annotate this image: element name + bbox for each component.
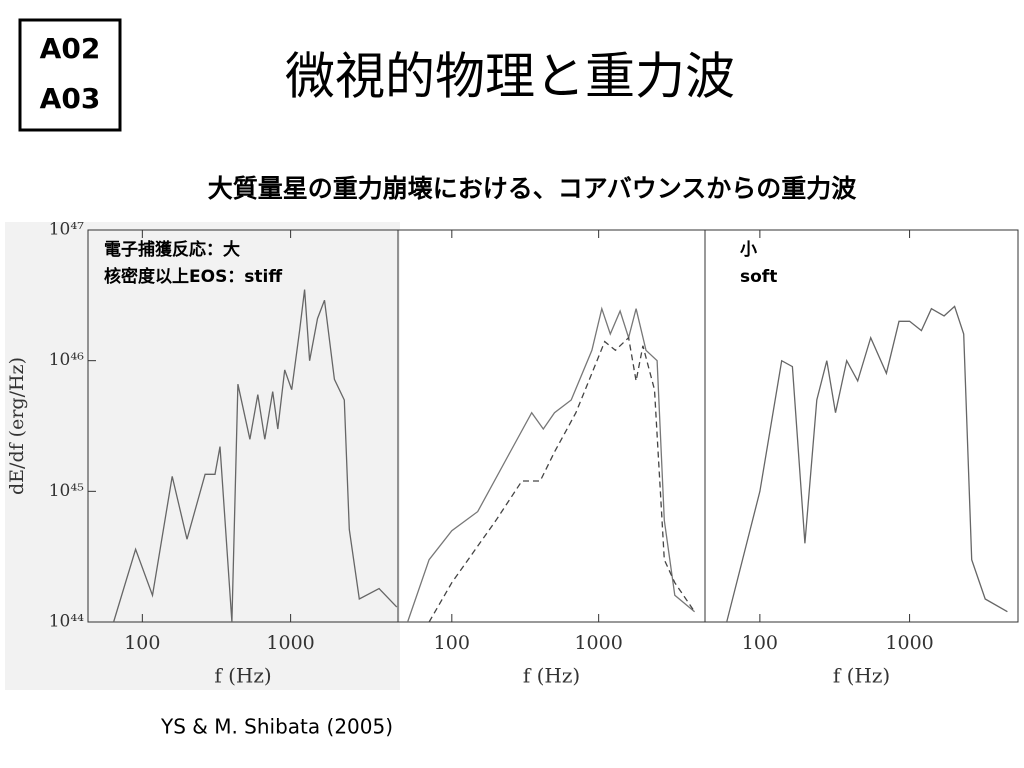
slide-title: 微視的物理と重力波 <box>285 48 735 106</box>
x-axis-label: f (Hz) <box>833 664 890 688</box>
x-tick-label: 1000 <box>574 632 622 654</box>
badge-line: A02 <box>40 32 101 65</box>
annotation: soft <box>740 267 777 287</box>
y-tick-label: 10⁴⁴ <box>49 612 84 632</box>
slide-subtitle: 大質量星の重力崩壊における、コアバウンスからの重力波 <box>208 174 858 203</box>
badge-line: A03 <box>40 82 101 115</box>
y-axis-label: dE/df (erg/Hz) <box>6 357 28 495</box>
x-tick-label: 100 <box>742 632 778 654</box>
spectrum-line <box>726 305 1008 623</box>
panel-background <box>5 222 400 690</box>
annotation: 核密度以上EOS：stiff <box>104 266 282 287</box>
x-axis-label: f (Hz) <box>523 664 580 688</box>
spectrum-line <box>112 289 398 623</box>
x-axis-label: f (Hz) <box>214 664 271 688</box>
x-tick-label: 1000 <box>266 632 314 654</box>
plot-frame <box>397 229 706 623</box>
y-tick-label: 10⁴⁷ <box>49 220 84 240</box>
x-tick-label: 100 <box>434 632 470 654</box>
spectrum-line <box>428 336 696 623</box>
badge-box <box>18 18 122 132</box>
plot-frame <box>704 229 1019 623</box>
x-tick-label: 1000 <box>885 632 933 654</box>
annotation: 電子捕獲反応：大 <box>104 239 240 260</box>
y-tick-label: 10⁴⁵ <box>49 481 84 501</box>
y-tick-label: 10⁴⁶ <box>49 350 84 370</box>
annotation: 小 <box>740 240 757 260</box>
citation: YS & M. Shibata (2005) <box>160 715 393 739</box>
spectrum-line <box>406 306 696 623</box>
x-tick-label: 100 <box>124 632 160 654</box>
